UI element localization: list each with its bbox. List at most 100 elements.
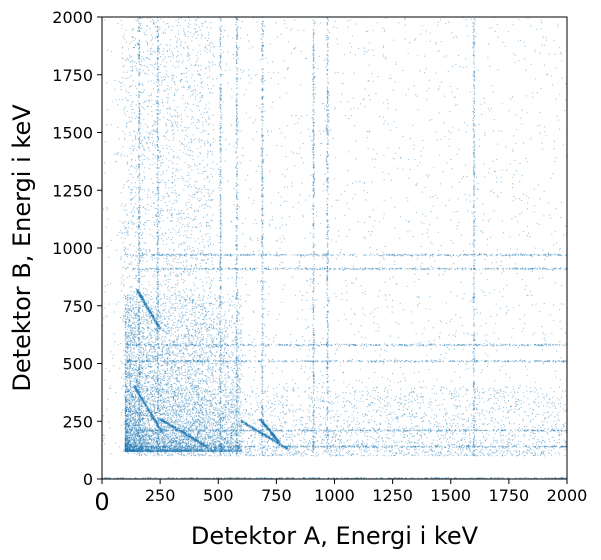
data-point [169, 359, 171, 362]
data-point [147, 335, 149, 337]
data-point [134, 342, 136, 344]
data-point [127, 375, 129, 377]
data-point [159, 334, 161, 336]
data-point [132, 309, 134, 311]
data-point [133, 405, 135, 407]
data-point [132, 299, 134, 301]
data-point [207, 432, 209, 434]
data-point [159, 404, 161, 406]
data-point [169, 296, 171, 298]
data-point [231, 446, 233, 448]
data-point [159, 409, 161, 411]
data-point [129, 422, 131, 424]
data-point [190, 432, 192, 434]
data-point [232, 441, 234, 443]
data-point [218, 409, 220, 411]
data-point [228, 394, 230, 396]
data-point [154, 351, 156, 353]
data-point [220, 320, 222, 322]
data-point [162, 427, 164, 429]
data-point [232, 448, 234, 450]
data-point [148, 450, 150, 452]
data-point [181, 373, 183, 375]
data-point [198, 428, 200, 430]
data-point [193, 432, 195, 434]
data-point [135, 307, 137, 309]
data-point [146, 449, 148, 452]
data-point [177, 323, 179, 325]
data-point [133, 380, 135, 382]
data-point [232, 315, 234, 317]
data-point [134, 434, 136, 436]
data-point [180, 322, 182, 324]
data-point [239, 319, 241, 321]
data-point [154, 420, 156, 423]
data-point [133, 402, 136, 404]
data-point [212, 444, 214, 446]
data-point [240, 343, 242, 345]
data-point [194, 350, 196, 353]
data-point [238, 367, 240, 369]
data-point [215, 327, 217, 330]
data-point [148, 351, 150, 353]
data-point [178, 437, 180, 439]
data-point [165, 337, 167, 339]
data-point [184, 368, 186, 370]
data-point [152, 301, 154, 303]
data-point [172, 312, 174, 314]
data-point [234, 377, 236, 379]
data-point [150, 403, 152, 405]
data-point [182, 447, 184, 449]
data-point [240, 450, 243, 452]
data-point [134, 364, 136, 366]
data-point [236, 450, 238, 452]
data-point [130, 415, 132, 417]
data-point [239, 450, 241, 452]
data-point [130, 416, 132, 418]
data-point [126, 380, 128, 382]
data-point [176, 444, 178, 446]
data-point [132, 347, 134, 349]
data-point [150, 450, 152, 452]
data-point [181, 349, 183, 351]
data-point [125, 418, 127, 420]
data-point [227, 301, 229, 303]
data-point [171, 384, 173, 386]
data-point [127, 305, 130, 307]
data-point [161, 397, 164, 399]
data-point [239, 337, 241, 339]
data-point [222, 437, 224, 439]
data-point [159, 384, 161, 386]
data-point [191, 343, 193, 346]
data-point [138, 417, 140, 419]
data-point [128, 399, 130, 401]
data-point [159, 317, 161, 319]
data-point [222, 357, 224, 359]
data-point [132, 443, 134, 445]
data-point [153, 305, 155, 308]
data-point [126, 397, 128, 399]
data-point [160, 320, 162, 322]
data-point [181, 444, 183, 446]
data-point [140, 405, 142, 407]
data-point [193, 393, 195, 395]
data-point [212, 342, 214, 344]
data-point [230, 449, 232, 451]
data-point [205, 359, 207, 361]
data-point [235, 443, 237, 445]
data-point [220, 308, 222, 310]
data-point [229, 399, 231, 401]
data-point [184, 396, 186, 398]
data-point [169, 409, 171, 411]
data-point [181, 338, 183, 340]
data-point [124, 439, 126, 441]
data-point [211, 427, 213, 429]
data-point [181, 390, 183, 392]
data-point [144, 383, 146, 385]
data-point [136, 381, 138, 383]
data-point [130, 348, 132, 351]
data-point [142, 405, 144, 407]
data-point [238, 443, 241, 446]
data-point [208, 371, 210, 373]
data-point [124, 419, 126, 421]
